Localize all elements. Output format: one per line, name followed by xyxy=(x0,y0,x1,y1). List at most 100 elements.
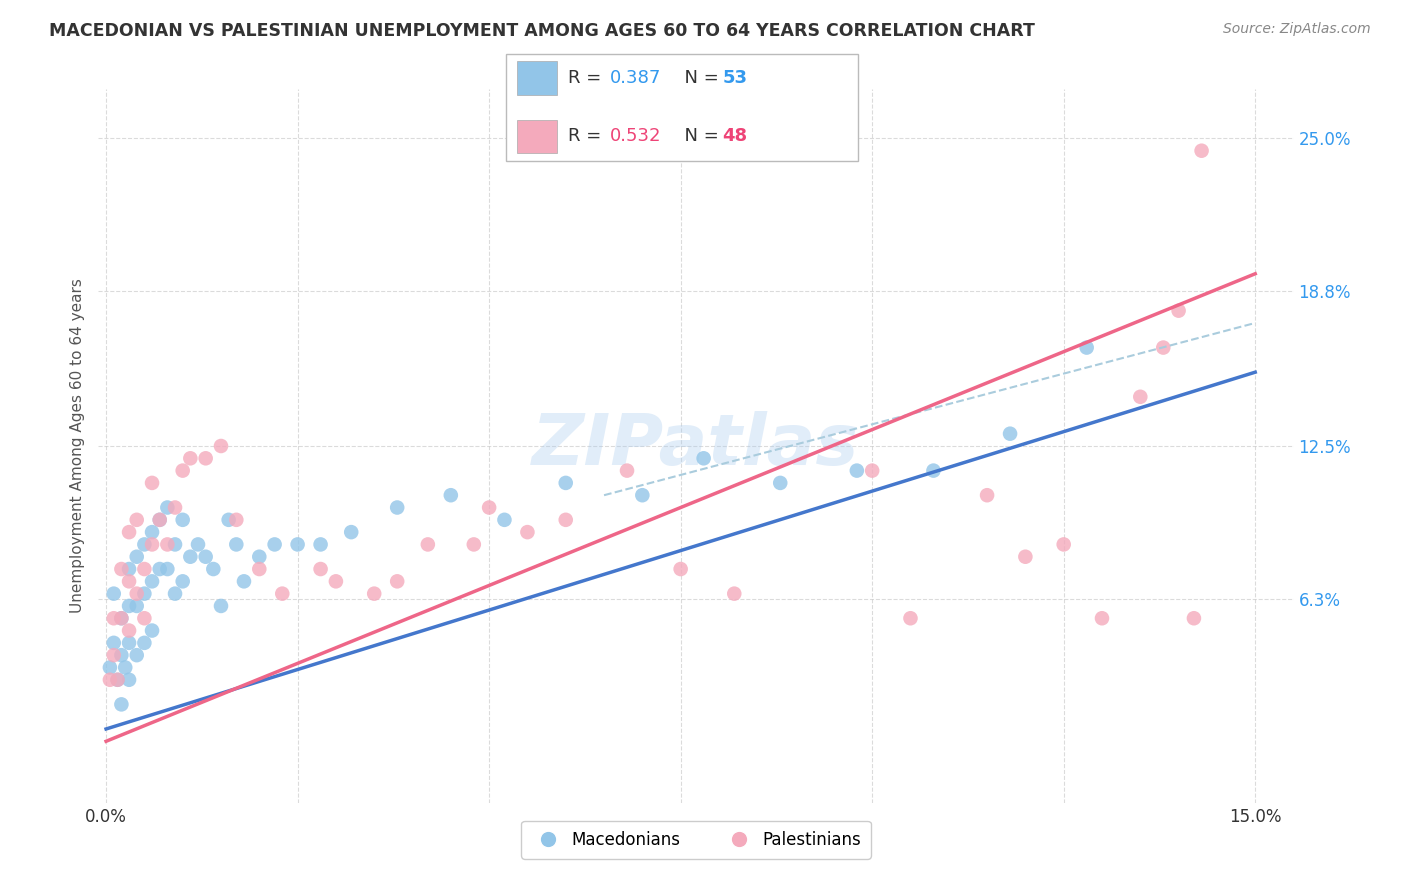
Point xyxy=(263,537,285,551)
Point xyxy=(103,611,125,625)
Point xyxy=(141,624,163,638)
Point xyxy=(309,537,332,551)
Text: ZIPatlas: ZIPatlas xyxy=(533,411,859,481)
Point xyxy=(416,537,439,551)
Point xyxy=(1167,303,1189,318)
Point xyxy=(163,500,186,515)
Point xyxy=(1129,390,1152,404)
Point xyxy=(385,500,409,515)
Point xyxy=(118,599,141,613)
Point xyxy=(107,673,129,687)
Text: R =: R = xyxy=(568,69,607,87)
Y-axis label: Unemployment Among Ages 60 to 64 years: Unemployment Among Ages 60 to 64 years xyxy=(69,278,84,614)
Point xyxy=(225,537,247,551)
Point xyxy=(440,488,463,502)
Point xyxy=(163,587,186,601)
Text: 0.532: 0.532 xyxy=(610,128,662,145)
Point xyxy=(110,611,132,625)
Point xyxy=(172,574,194,589)
Point xyxy=(107,673,129,687)
Point xyxy=(172,464,194,478)
Point xyxy=(340,525,363,540)
Point xyxy=(118,624,141,638)
Point xyxy=(118,673,141,687)
Point xyxy=(118,525,141,540)
Point xyxy=(1076,341,1098,355)
Point xyxy=(141,574,163,589)
Point xyxy=(149,513,172,527)
Point xyxy=(494,513,516,527)
Legend: Macedonians, Palestinians: Macedonians, Palestinians xyxy=(522,821,870,859)
Point xyxy=(631,488,654,502)
Point xyxy=(172,513,194,527)
Point xyxy=(287,537,309,551)
Point xyxy=(1191,144,1213,158)
Point xyxy=(125,599,148,613)
Text: MACEDONIAN VS PALESTINIAN UNEMPLOYMENT AMONG AGES 60 TO 64 YEARS CORRELATION CHA: MACEDONIAN VS PALESTINIAN UNEMPLOYMENT A… xyxy=(49,22,1035,40)
Point xyxy=(125,513,148,527)
Point xyxy=(463,537,485,551)
Text: 0.387: 0.387 xyxy=(610,69,662,87)
Point xyxy=(118,574,141,589)
Point xyxy=(134,611,156,625)
Point xyxy=(103,648,125,662)
Point xyxy=(125,549,148,564)
Point xyxy=(554,513,576,527)
Point xyxy=(98,660,121,674)
Point xyxy=(110,611,132,625)
Point xyxy=(1091,611,1114,625)
Text: 48: 48 xyxy=(723,128,748,145)
Point xyxy=(187,537,209,551)
Point xyxy=(134,636,156,650)
Point xyxy=(163,537,186,551)
Point xyxy=(723,587,745,601)
Point xyxy=(669,562,692,576)
Point xyxy=(233,574,256,589)
Point xyxy=(134,587,156,601)
Point xyxy=(209,439,232,453)
Point xyxy=(218,513,240,527)
Point xyxy=(478,500,501,515)
Point xyxy=(103,587,125,601)
Point xyxy=(309,562,332,576)
Point xyxy=(976,488,998,502)
Text: N =: N = xyxy=(673,69,725,87)
Point xyxy=(141,525,163,540)
Point xyxy=(98,673,121,687)
Point xyxy=(692,451,714,466)
Point xyxy=(209,599,232,613)
Point xyxy=(247,549,270,564)
Point xyxy=(225,513,247,527)
Point xyxy=(125,587,148,601)
Point xyxy=(118,636,141,650)
Point xyxy=(1014,549,1036,564)
Point xyxy=(149,513,172,527)
Point xyxy=(118,562,141,576)
Point xyxy=(363,587,385,601)
Point xyxy=(385,574,409,589)
Point xyxy=(110,648,132,662)
Text: N =: N = xyxy=(673,128,725,145)
Point xyxy=(149,562,172,576)
Point xyxy=(1152,341,1174,355)
Point xyxy=(134,537,156,551)
Point xyxy=(271,587,294,601)
Point xyxy=(125,648,148,662)
Text: 53: 53 xyxy=(723,69,748,87)
Point xyxy=(179,549,201,564)
Point xyxy=(202,562,225,576)
Point xyxy=(1182,611,1205,625)
Point xyxy=(110,698,132,712)
Point xyxy=(845,464,868,478)
Point xyxy=(922,464,945,478)
Point xyxy=(1053,537,1076,551)
Point xyxy=(616,464,638,478)
Point xyxy=(141,537,163,551)
Text: Source: ZipAtlas.com: Source: ZipAtlas.com xyxy=(1223,22,1371,37)
Point xyxy=(110,562,132,576)
Point xyxy=(114,660,136,674)
Point xyxy=(769,475,792,490)
Point xyxy=(247,562,270,576)
Point xyxy=(141,475,163,490)
Point xyxy=(554,475,576,490)
